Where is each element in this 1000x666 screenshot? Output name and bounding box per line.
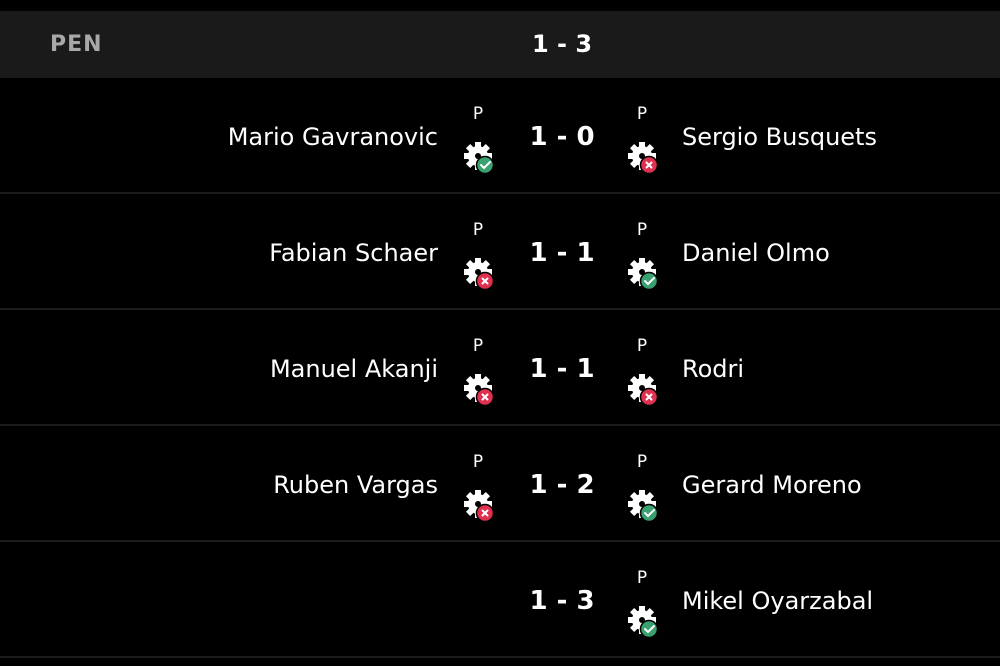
penalty-missed-icon (462, 256, 496, 291)
penalty-missed-icon (626, 372, 660, 407)
away-player-name: Gerard Moreno (682, 471, 862, 499)
home-penalty-marker: P (472, 452, 484, 472)
penalty-row: Manuel Akanji P 1 - 1 P Rodri (0, 310, 1000, 426)
away-player-name: Mikel Oyarzabal (682, 587, 874, 615)
away-penalty-marker: P (636, 220, 648, 240)
penalty-missed-icon (462, 488, 496, 523)
penalty-scored-icon (626, 256, 660, 291)
penalty-missed-icon (462, 372, 496, 407)
home-player-name: Ruben Vargas (273, 471, 438, 499)
penalty-row: 1 - 3 P Mikel Oyarzabal (0, 542, 1000, 658)
running-score: 1 - 0 (529, 122, 595, 152)
away-penalty-marker: P (636, 568, 648, 588)
home-penalty-marker: P (472, 336, 484, 356)
running-score: 1 - 1 (529, 354, 595, 384)
away-penalty-marker: P (636, 336, 648, 356)
penalty-missed-icon (626, 140, 660, 175)
running-score: 1 - 2 (529, 470, 595, 500)
penalty-scored-icon (626, 488, 660, 523)
away-penalty-marker: P (636, 104, 648, 124)
home-player-name: Mario Gavranovic (227, 123, 438, 151)
running-score: 1 - 1 (529, 238, 595, 268)
away-player-name: Daniel Olmo (682, 239, 830, 267)
running-score: 1 - 3 (529, 586, 595, 616)
penalty-scored-icon (462, 140, 496, 175)
penalty-total-score: 1 - 3 (531, 30, 593, 58)
away-player-name: Sergio Busquets (682, 123, 877, 151)
section-label: PEN (50, 32, 103, 57)
home-penalty-marker: P (472, 220, 484, 240)
penalty-row: Ruben Vargas P 1 - 2 P Gerard Moreno (0, 426, 1000, 542)
home-player-name: Fabian Schaer (269, 239, 438, 267)
penalty-row: Fabian Schaer P 1 - 1 P Daniel Olmo (0, 194, 1000, 310)
home-player-name: Manuel Akanji (269, 355, 438, 383)
home-penalty-marker: P (472, 104, 484, 124)
penalties-header: PEN 1 - 3 (0, 11, 1000, 78)
penalty-scored-icon (626, 604, 660, 639)
away-player-name: Rodri (682, 355, 745, 383)
away-penalty-marker: P (636, 452, 648, 472)
penalty-row: Mario Gavranovic P 1 - 0 P Sergio Busquets (0, 78, 1000, 194)
